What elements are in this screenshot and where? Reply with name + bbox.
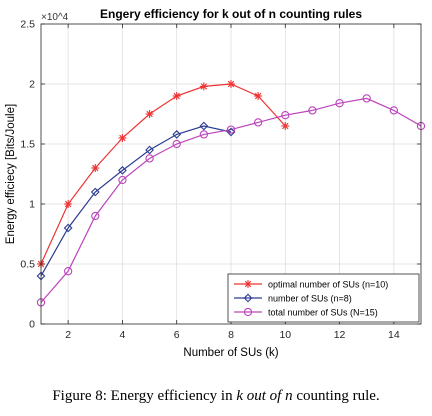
data-point-series-2 — [172, 139, 181, 149]
data-point-series-2 — [199, 130, 209, 139]
y-tick-label: 1.5 — [20, 139, 35, 151]
caption-italic: k out of n — [236, 388, 293, 404]
x-tick-label: 6 — [174, 329, 180, 341]
x-tick-label: 10 — [279, 329, 291, 341]
data-point-series-2 — [118, 175, 127, 185]
y-tick-label: 1 — [29, 199, 35, 211]
legend-marker-1 — [243, 293, 253, 303]
data-point-series-0 — [64, 200, 73, 208]
y-multiplier: ×10^4 — [41, 12, 69, 23]
data-point-series-2 — [308, 106, 317, 115]
data-point-series-2 — [335, 99, 344, 108]
data-point-series-1 — [90, 187, 100, 197]
data-point-series-0 — [254, 92, 263, 100]
chart-title: Engery efficiency for k out of n countin… — [100, 7, 362, 21]
data-point-series-0 — [118, 134, 127, 142]
ticks: 2 4 6 8 10 12 14 0 0.5 1 1.5 2 2.5 — [20, 19, 421, 341]
data-point-series-2 — [145, 154, 154, 163]
data-point-series-2 — [362, 94, 371, 103]
x-tick-label: 14 — [388, 329, 400, 341]
x-tick-label: 8 — [228, 329, 234, 341]
data-point-series-1 — [172, 130, 182, 139]
data-point-series-1 — [118, 166, 127, 175]
legend-label-2: total number of SUs (N=15) — [268, 308, 378, 318]
data-point-series-0 — [281, 122, 290, 130]
data-point-series-1 — [226, 127, 236, 137]
data-point-series-2 — [91, 211, 100, 221]
x-tick-label: 2 — [65, 329, 71, 341]
y-axis-label: Energy efficiecy [Bits/Joule] — [5, 104, 17, 244]
series-line-1 — [41, 125, 232, 277]
figure-caption: Figure 8: Energy efficiency in k out of … — [0, 388, 432, 405]
y-tick-label: 0 — [29, 319, 35, 331]
data-point-series-0 — [91, 164, 100, 172]
legend-marker-2 — [243, 307, 253, 317]
data-point-series-0 — [227, 80, 235, 88]
data-point-series-0 — [199, 82, 208, 91]
series-line-0 — [41, 83, 286, 265]
y-tick-label: 0.5 — [20, 259, 35, 271]
series-line-2 — [41, 97, 421, 303]
x-axis-label: Number of SUs (k) — [183, 347, 278, 359]
x-tick-label: 12 — [334, 329, 346, 341]
data-point-series-1 — [199, 121, 209, 131]
data-point-series-1 — [63, 223, 73, 233]
data-point-series-2 — [253, 118, 263, 127]
legend-label-1: number of SUs (n=8) — [268, 294, 352, 304]
data-point-series-0 — [172, 92, 181, 100]
data-point-series-0 — [145, 110, 154, 118]
data-point-series-2 — [389, 106, 399, 115]
series-layer — [41, 83, 421, 303]
y-tick-label: 2.5 — [20, 19, 35, 31]
legend-label-0: optimal number of SUs (n=10) — [268, 280, 388, 290]
legend-marker-0 — [244, 280, 252, 288]
svg-text:×10^4: ×10^4 — [41, 12, 69, 23]
data-point-series-2 — [281, 111, 290, 120]
legend: optimal number of SUs (n=10) number of SU… — [227, 273, 420, 323]
marker-layer — [36, 80, 426, 307]
caption-suffix: counting rule. — [292, 388, 380, 404]
x-tick-label: 4 — [120, 329, 126, 341]
caption-prefix: Figure 8: Energy efficiency in — [52, 388, 237, 404]
data-point-series-1 — [145, 145, 154, 155]
data-point-series-2 — [63, 267, 73, 276]
y-tick-label: 2 — [29, 79, 35, 91]
y-multiplier-label: ×10^4 — [41, 12, 69, 23]
data-point-series-2 — [226, 125, 236, 134]
